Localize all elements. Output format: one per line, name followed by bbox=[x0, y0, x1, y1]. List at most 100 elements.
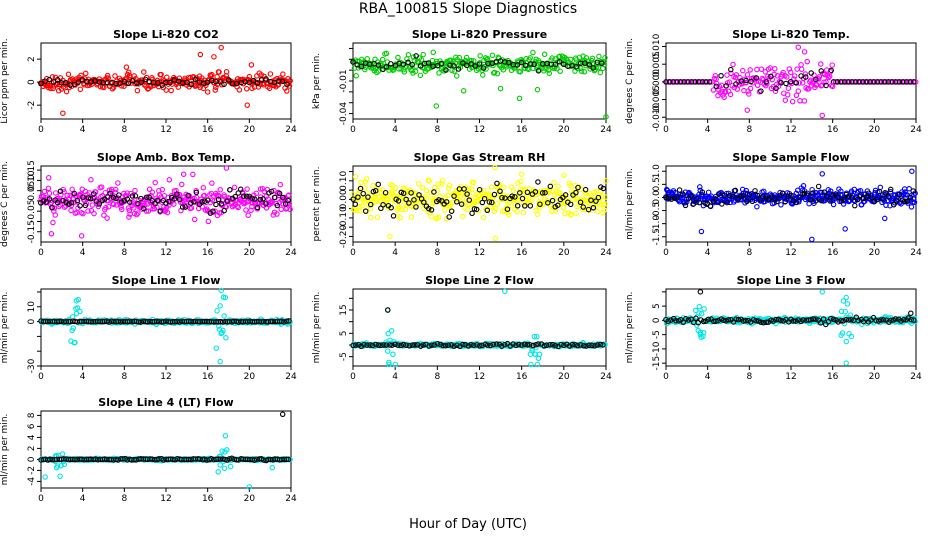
data-point bbox=[105, 203, 112, 210]
data-point bbox=[898, 318, 904, 324]
x-tick-label: 16 bbox=[202, 372, 214, 382]
data-point bbox=[480, 65, 487, 71]
data-point bbox=[52, 212, 58, 218]
data-point bbox=[597, 341, 604, 348]
data-point bbox=[72, 339, 78, 346]
data-point bbox=[819, 171, 826, 177]
data-point bbox=[874, 196, 880, 203]
data-point bbox=[367, 342, 373, 348]
data-point bbox=[510, 187, 517, 193]
data-point bbox=[359, 203, 365, 209]
data-point bbox=[132, 193, 139, 199]
x-tick-label: 8 bbox=[434, 248, 440, 258]
data-point bbox=[438, 60, 445, 67]
data-point bbox=[798, 66, 805, 73]
data-point bbox=[390, 213, 397, 219]
data-point bbox=[423, 195, 430, 201]
data-point bbox=[77, 308, 83, 315]
data-point bbox=[287, 78, 293, 84]
x-tick-label: 12 bbox=[160, 125, 171, 135]
data-point bbox=[223, 335, 229, 341]
data-point bbox=[863, 79, 870, 85]
data-point bbox=[362, 179, 369, 185]
panel-title: Slope Line 2 Flow bbox=[425, 274, 534, 287]
data-point bbox=[218, 44, 224, 51]
data-point bbox=[893, 316, 899, 322]
data-point bbox=[722, 89, 729, 95]
data-point bbox=[60, 110, 66, 116]
data-point bbox=[395, 198, 402, 204]
data-point bbox=[215, 469, 221, 475]
data-point bbox=[41, 198, 47, 204]
data-point bbox=[253, 190, 260, 197]
data-point bbox=[578, 65, 584, 72]
data-point bbox=[282, 201, 289, 207]
x-tick-label: 12 bbox=[160, 248, 171, 258]
data-point bbox=[586, 207, 593, 214]
y-tick-label: -10 bbox=[652, 341, 662, 356]
data-point bbox=[778, 317, 784, 324]
data-point bbox=[487, 342, 494, 349]
data-point bbox=[685, 317, 692, 323]
data-point bbox=[250, 77, 257, 84]
data-point bbox=[157, 208, 164, 214]
data-point bbox=[286, 200, 293, 207]
data-point bbox=[171, 196, 178, 202]
data-point bbox=[246, 484, 253, 490]
x-tick-label: 20 bbox=[244, 372, 256, 382]
data-point bbox=[257, 196, 263, 203]
data-point bbox=[115, 457, 121, 463]
data-point bbox=[143, 194, 150, 201]
data-point bbox=[217, 358, 223, 365]
data-point bbox=[160, 457, 167, 463]
data-point bbox=[61, 204, 68, 210]
data-point bbox=[244, 186, 250, 192]
data-point bbox=[600, 185, 607, 192]
data-point bbox=[405, 59, 411, 66]
data-point bbox=[514, 203, 521, 209]
data-point bbox=[78, 233, 85, 239]
data-point bbox=[38, 80, 44, 87]
x-tick-label: 20 bbox=[869, 248, 881, 258]
data-point bbox=[96, 79, 103, 85]
data-point bbox=[671, 195, 678, 201]
data-point bbox=[529, 197, 535, 203]
data-point bbox=[860, 195, 867, 202]
data-point bbox=[753, 317, 759, 324]
data-point bbox=[527, 341, 533, 348]
data-point bbox=[403, 342, 409, 348]
x-tick-label: 0 bbox=[38, 125, 44, 135]
data-point bbox=[501, 184, 507, 191]
data-point bbox=[843, 191, 850, 198]
data-point bbox=[813, 198, 819, 204]
data-point bbox=[855, 317, 862, 324]
y-tick-label: -0.04 bbox=[339, 102, 349, 126]
data-point bbox=[773, 85, 779, 92]
data-point bbox=[270, 212, 277, 218]
data-point bbox=[716, 191, 722, 197]
data-point bbox=[215, 196, 222, 203]
data-point bbox=[49, 74, 56, 80]
data-point bbox=[768, 73, 774, 80]
y-tick-label: 2 bbox=[27, 56, 37, 62]
data-point bbox=[569, 341, 576, 348]
data-point bbox=[668, 196, 675, 202]
data-point bbox=[549, 197, 556, 204]
panel-rh: Slope Gas Stream RH 0 4 8 12 16 20 24 -0.20-0.10… bbox=[312, 151, 612, 258]
data-point bbox=[754, 192, 761, 199]
data-point bbox=[477, 53, 483, 59]
data-point bbox=[500, 67, 507, 73]
data-point bbox=[352, 201, 359, 208]
data-point bbox=[752, 188, 758, 194]
data-point bbox=[699, 79, 706, 85]
data-point bbox=[125, 69, 132, 75]
x-tick-label: 16 bbox=[202, 248, 214, 258]
data-point bbox=[719, 201, 725, 207]
data-point bbox=[816, 74, 823, 80]
x-tick-label: 20 bbox=[558, 372, 570, 382]
data-point bbox=[400, 61, 407, 67]
data-point bbox=[555, 183, 561, 189]
data-point bbox=[911, 199, 918, 206]
data-point bbox=[534, 333, 540, 340]
data-point bbox=[718, 72, 724, 79]
